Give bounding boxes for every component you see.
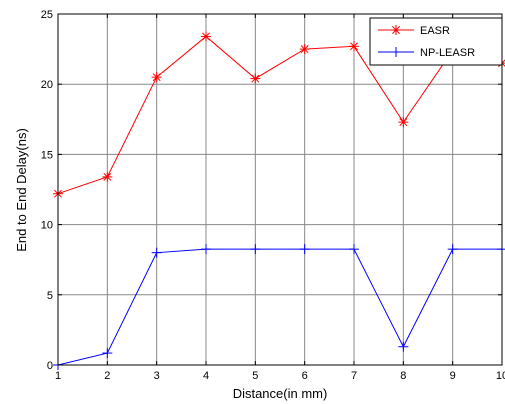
data-point — [250, 73, 261, 84]
legend-label-easr: EASR — [420, 25, 450, 37]
x-tick-label: 6 — [302, 370, 308, 382]
data-point — [201, 31, 211, 42]
x-axis-label: Distance(in mm) — [233, 386, 328, 401]
data-point — [349, 41, 359, 52]
legend-label-np-leasr: NP-LEASR — [420, 47, 475, 59]
y-tick-label: 5 — [47, 290, 53, 302]
legend-marker-glyph — [391, 47, 401, 57]
y-tick-label: 10 — [41, 220, 53, 232]
legend-box — [369, 17, 503, 66]
grid-lines — [58, 14, 502, 365]
x-tick-labels: 1 2 3 4 5 6 7 8 9 10 — [55, 370, 505, 382]
data-point — [299, 244, 310, 255]
x-tick-label: 10 — [496, 370, 505, 382]
plot-area-frame — [57, 13, 503, 366]
x-tick-label: 1 — [55, 370, 61, 382]
data-point — [151, 72, 162, 83]
data-point — [447, 244, 458, 255]
series-line-easr — [57, 35, 503, 195]
data-point — [349, 244, 359, 255]
data-point — [151, 247, 162, 258]
legend-marker-glyph — [391, 25, 401, 35]
data-point — [201, 244, 211, 255]
x-tick-label: 8 — [400, 370, 406, 382]
y-tick-label: 15 — [41, 149, 53, 161]
x-tick-label: 5 — [252, 370, 258, 382]
legend-marker-easr — [391, 25, 401, 35]
x-tick-label: 2 — [104, 370, 110, 382]
data-point — [299, 44, 310, 55]
legend: EASR NP-LEASR — [369, 17, 503, 66]
y-tick-labels: 0 5 10 15 20 25 — [41, 9, 53, 372]
data-point — [398, 117, 409, 128]
legend-marker-np-leasr — [391, 47, 401, 57]
y-tick-label: 20 — [41, 79, 53, 91]
x-tick-label: 4 — [203, 370, 209, 382]
x-tick-label: 9 — [450, 370, 456, 382]
y-tick-label: 0 — [47, 360, 53, 372]
y-axis-label: End to End Delay(ns) — [14, 128, 29, 252]
series-line-np-leasr — [57, 248, 502, 366]
data-point — [102, 171, 113, 182]
y-tick-label: 25 — [41, 9, 53, 21]
data-point — [398, 341, 409, 352]
x-tick-label: 7 — [351, 370, 357, 382]
x-tick-label: 3 — [154, 370, 160, 382]
data-point — [250, 244, 261, 255]
data-point — [102, 348, 113, 359]
